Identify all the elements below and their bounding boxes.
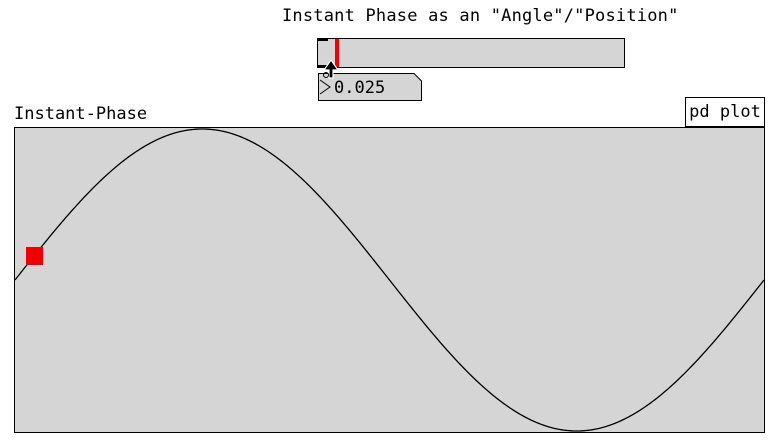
slider-knob[interactable] bbox=[334, 39, 339, 67]
graph-label: Instant-Phase bbox=[14, 104, 148, 124]
phase-position-marker bbox=[26, 247, 44, 266]
slider-inlet[interactable] bbox=[317, 38, 328, 41]
mouse-pointer-icon bbox=[322, 58, 340, 79]
pd-plot-subpatch[interactable]: pd plot bbox=[685, 97, 765, 127]
sine-wave-line bbox=[15, 128, 764, 432]
number-box-outline bbox=[318, 73, 422, 101]
phase-graph bbox=[14, 127, 765, 433]
slider-outlet[interactable] bbox=[317, 65, 328, 68]
number-box-value: 0.025 bbox=[334, 78, 386, 98]
phase-number-box[interactable]: 0.025 bbox=[318, 73, 422, 101]
phase-slider[interactable] bbox=[317, 38, 625, 68]
patch-title: Instant Phase as an "Angle"/"Position" bbox=[282, 6, 679, 26]
graph-plot-area bbox=[15, 128, 764, 432]
